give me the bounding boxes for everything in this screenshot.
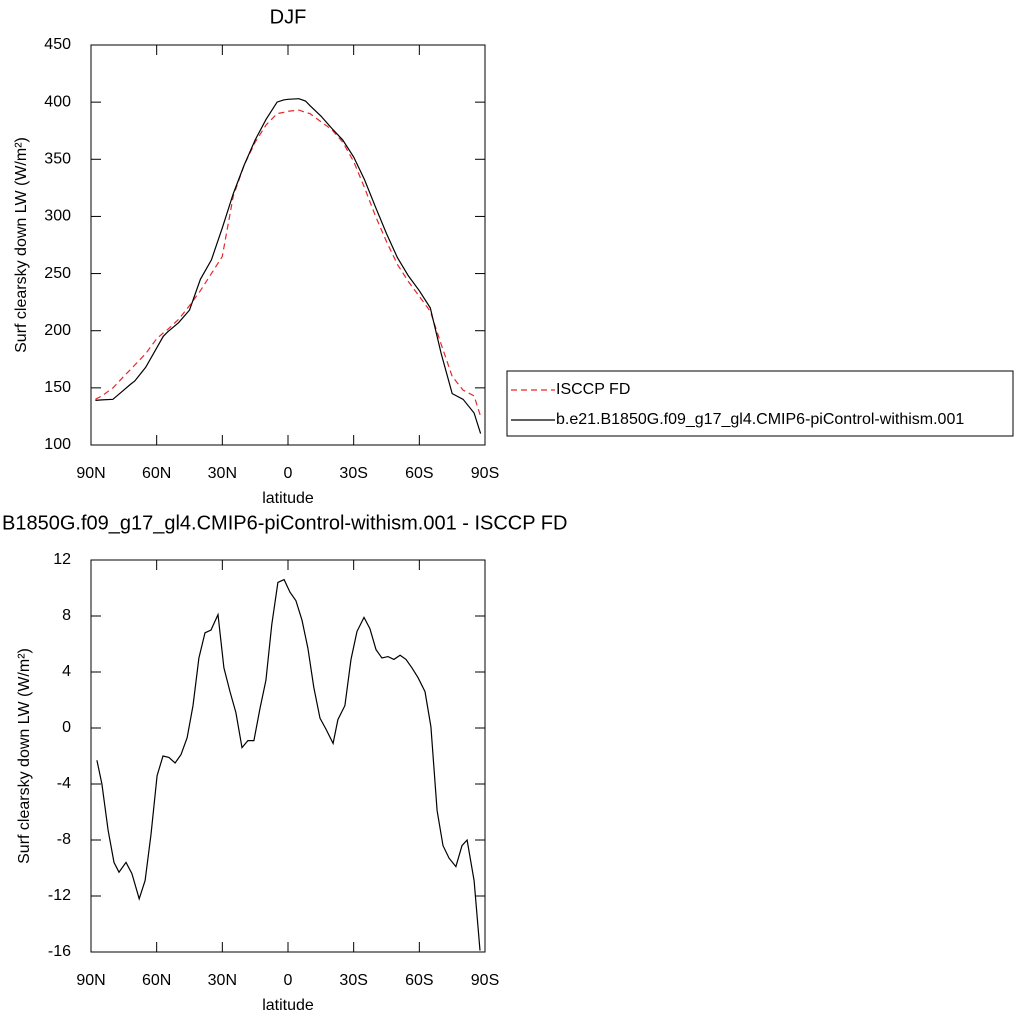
x-tick-label: 60N: [142, 465, 171, 482]
legend-label: b.e21.B1850G.f09_g17_gl4.CMIP6-piControl…: [556, 411, 964, 428]
chart-title: DJF: [270, 6, 307, 28]
x-tick-label: 30N: [208, 465, 237, 482]
x-axis-label: latitude: [262, 997, 314, 1014]
y-tick-label: 150: [44, 379, 71, 396]
x-tick-label: 90S: [471, 465, 499, 482]
x-tick-label: 0: [284, 972, 293, 989]
x-tick-label: 60S: [405, 972, 433, 989]
legend-box: [506, 370, 1014, 437]
y-tick-label: 250: [44, 265, 71, 282]
y-tick-label: 4: [62, 663, 71, 680]
y-tick-label: 400: [44, 93, 71, 110]
x-tick-label: 30N: [208, 972, 237, 989]
x-tick-label: 90N: [76, 972, 105, 989]
y-tick-label: -8: [57, 831, 71, 848]
plot-frame: [90, 44, 486, 446]
x-tick-label: 30S: [339, 972, 367, 989]
x-tick-label: 0: [284, 465, 293, 482]
y-tick-label: 350: [44, 151, 71, 168]
chart-title: B1850G.f09_g17_gl4.CMIP6-piControl-withi…: [2, 512, 567, 534]
data-line: [95, 109, 482, 417]
y-tick-label: 8: [62, 607, 71, 624]
y-axis-label: Surf clearsky down LW (W/m²): [16, 648, 33, 864]
x-tick-label: 30S: [339, 465, 367, 482]
y-tick-label: 300: [44, 208, 71, 225]
y-tick-label: 450: [44, 36, 71, 53]
x-axis-label: latitude: [262, 490, 314, 507]
y-tick-label: 12: [53, 551, 71, 568]
x-tick-label: 60N: [142, 972, 171, 989]
data-line: [95, 98, 482, 434]
y-axis-label: Surf clearsky down LW (W/m²): [13, 137, 30, 353]
legend-label: ISCCP FD: [556, 381, 630, 398]
y-tick-label: 0: [62, 719, 71, 736]
data-line: [96, 578, 481, 951]
y-tick-label: 100: [44, 436, 71, 453]
plot-frame: [90, 559, 486, 953]
y-tick-label: 200: [44, 322, 71, 339]
x-tick-label: 90N: [76, 465, 105, 482]
x-tick-label: 90S: [471, 972, 499, 989]
y-tick-label: -12: [48, 887, 71, 904]
y-tick-label: -4: [57, 775, 71, 792]
x-tick-label: 60S: [405, 465, 433, 482]
y-tick-label: -16: [48, 943, 71, 960]
